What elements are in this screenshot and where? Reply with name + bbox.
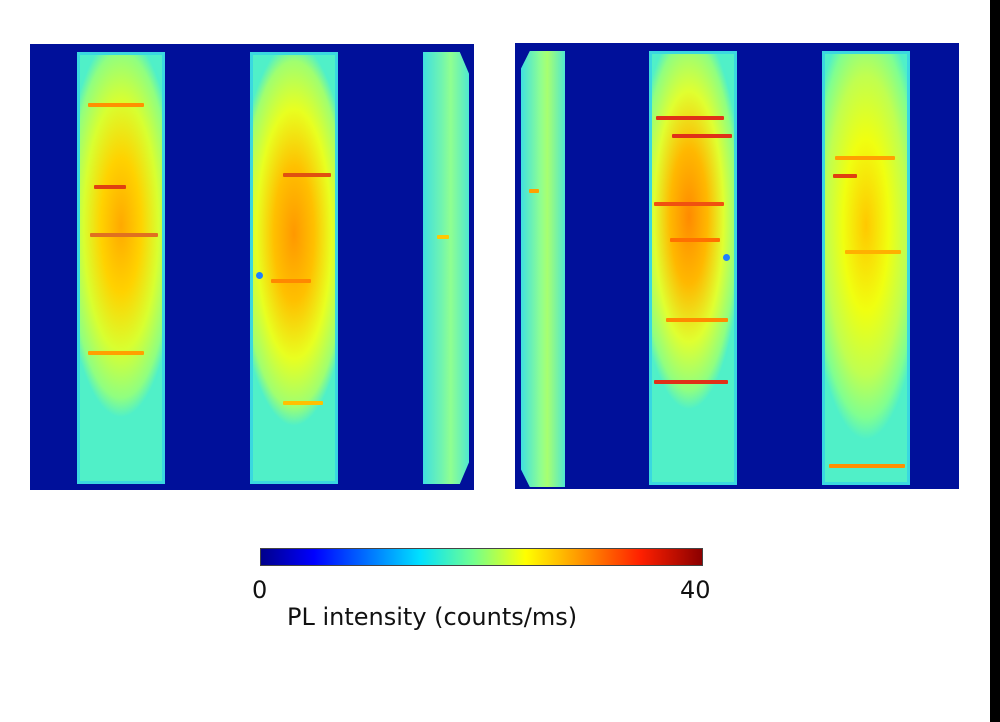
defect-line	[88, 103, 144, 107]
sample-strip-6	[822, 51, 910, 485]
defect-line	[672, 134, 732, 138]
defect-line	[654, 380, 728, 384]
sample-strip-3	[423, 52, 469, 484]
defect-line	[835, 156, 895, 160]
defect-line	[437, 235, 449, 239]
sample-strip-2	[250, 52, 338, 484]
defect-line	[88, 351, 144, 355]
defect-line	[656, 116, 724, 120]
defect-spot	[256, 272, 263, 279]
sample-strip-4	[521, 51, 565, 487]
defect-line	[94, 185, 126, 189]
defect-line	[529, 189, 539, 193]
pl-image-right	[515, 43, 959, 489]
colorbar-min-label: 0	[252, 576, 268, 604]
defect-line	[666, 318, 728, 322]
sample-strip-5	[649, 51, 737, 485]
colorbar-max-label: 40	[680, 576, 711, 604]
colorbar-title: PL intensity (counts/ms)	[287, 603, 578, 631]
defect-line	[283, 401, 323, 405]
defect-spot	[723, 254, 730, 261]
colorbar	[260, 548, 703, 566]
right-border	[990, 0, 1000, 722]
defect-line	[829, 464, 905, 468]
defect-line	[271, 279, 311, 283]
defect-line	[833, 174, 857, 178]
pl-image-left	[30, 44, 474, 490]
defect-line	[654, 202, 724, 206]
defect-line	[670, 238, 720, 242]
defect-line	[845, 250, 901, 254]
sample-strip-1	[77, 52, 165, 484]
defect-line	[90, 233, 158, 237]
defect-line	[283, 173, 331, 177]
